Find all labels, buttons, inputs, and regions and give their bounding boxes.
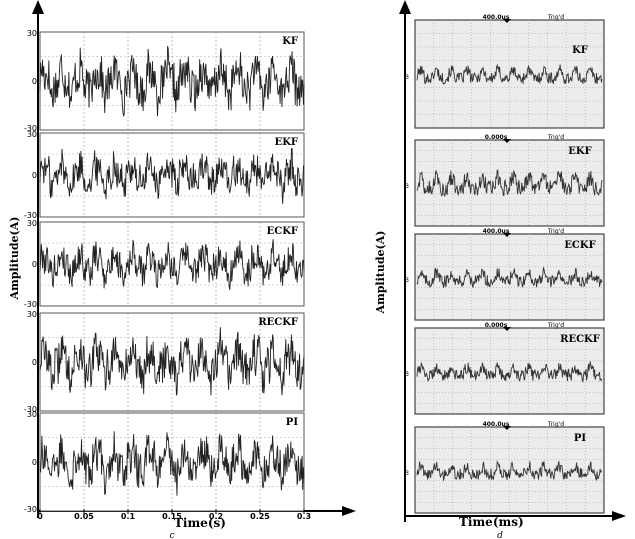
c-y-tick-label: -30	[24, 300, 37, 309]
c-y-axis-label: Amplitude(A)	[8, 217, 21, 301]
d-scope-timebase: 400.0us	[483, 421, 510, 428]
d-scope-trigger: Trig'd	[547, 14, 564, 21]
d-panel-label: d	[497, 531, 503, 539]
c-y-tick-label: 30	[27, 29, 37, 38]
d-subplot-reckf: 0.000s Trig'd RECKF 3	[405, 322, 605, 415]
d-scope-trigger: Trig'd	[547, 322, 564, 329]
d-series-line-reckf	[416, 361, 603, 383]
d-y-tick-label: 3	[405, 371, 409, 378]
c-series-label: PI	[286, 417, 299, 428]
c-series-line-reckf	[39, 327, 305, 397]
d-series-label: ECKF	[564, 240, 595, 251]
d-y-tick-label: 3	[405, 183, 409, 190]
d-subplot-kf: 400.0us Trig'd KF 3	[405, 14, 605, 129]
c-y-tick-label: 0	[32, 171, 37, 180]
d-scope-timebase: 0.000s	[485, 322, 508, 329]
c-subplot-reckf: RECKF 30 0 -30	[24, 310, 305, 414]
c-x-axis-arrow	[342, 506, 356, 516]
d-series-label: KF	[572, 45, 588, 56]
c-y-tick-label: 30	[27, 410, 37, 419]
d-subplot-pi: 400.0us Trig'd PI 3	[405, 421, 605, 514]
d-scope-timebase: 400.0us	[483, 228, 510, 235]
c-subplot-kf: KF 30 0 -30	[24, 29, 305, 133]
d-series-label: RECKF	[560, 334, 600, 345]
d-trigger-marker	[503, 327, 511, 331]
c-x-tick-label: 0.3	[297, 512, 311, 521]
d-series-line-eckf	[416, 266, 603, 289]
c-y-axis-arrow	[32, 0, 44, 14]
d-scope-trigger: Trig'd	[547, 421, 564, 428]
d-scope-timebase: 400.0us	[483, 14, 510, 21]
d-scope-trigger: Trig'd	[547, 228, 564, 235]
d-y-axis-label: Amplitude(A)	[374, 231, 387, 315]
c-x-tick-label: 0	[37, 512, 43, 521]
c-y-tick-label: -30	[24, 505, 37, 514]
c-x-tick-label: 0.15	[162, 512, 182, 521]
d-series-line-ekf	[416, 169, 603, 198]
d-trigger-marker	[503, 426, 511, 430]
c-subplot-ekf: EKF 30 0 -30	[24, 130, 305, 220]
d-subplot-ekf: 0.000s Trig'd EKF 3	[405, 134, 605, 227]
d-y-tick-label: 3	[405, 470, 409, 477]
c-y-tick-label: -30	[24, 405, 37, 414]
c-y-tick-label: 30	[27, 219, 37, 228]
c-y-tick-label: -30	[24, 124, 37, 133]
c-subplot-eckf: ECKF 30 0 -30	[24, 219, 305, 309]
c-y-tick-label: -30	[24, 211, 37, 220]
d-trigger-marker	[503, 233, 511, 237]
c-x-tick-label: 0.05	[74, 512, 94, 521]
d-series-label: EKF	[568, 146, 591, 157]
d-x-axis-label: Time(ms)	[459, 515, 524, 529]
c-series-line-eckf	[39, 239, 305, 290]
c-y-tick-label: 0	[32, 358, 37, 367]
d-scope-timebase: 0.000s	[485, 134, 508, 141]
d-series-line-pi	[416, 460, 603, 482]
d-series-line-kf	[416, 63, 603, 85]
c-x-tick-label: 0.25	[250, 512, 270, 521]
c-x-tick-label: 0.1	[121, 512, 136, 521]
d-series-label: PI	[574, 433, 587, 444]
c-x-axis-label: Time(s)	[174, 516, 226, 530]
c-y-tick-label: 0	[32, 458, 37, 467]
panel-d: 400.0us Trig'd KF 3 0.000s Trig'd EKF 3 400.0us T…	[374, 0, 626, 539]
c-series-label: RECKF	[258, 317, 298, 328]
d-y-axis-arrow	[399, 0, 411, 14]
d-trigger-marker	[503, 19, 511, 23]
d-y-tick-label: 3	[405, 74, 409, 81]
d-scope-trigger: Trig'd	[547, 134, 564, 141]
d-trigger-marker	[503, 139, 511, 143]
c-panel-label: c	[169, 531, 174, 539]
c-subplot-pi: PI 30 0 -30	[24, 410, 305, 514]
c-y-tick-label: 0	[32, 260, 37, 269]
c-series-line-kf	[39, 45, 305, 117]
c-y-tick-label: 0	[32, 77, 37, 86]
c-series-label: KF	[282, 36, 298, 47]
c-x-tick-label: 0.2	[209, 512, 223, 521]
d-x-axis-arrow	[612, 511, 626, 521]
c-y-tick-label: 30	[27, 130, 37, 139]
c-series-line-ekf	[39, 147, 305, 204]
c-series-label: ECKF	[267, 226, 298, 237]
c-series-line-pi	[39, 431, 305, 496]
d-y-tick-label: 3	[405, 277, 409, 284]
c-y-tick-label: 30	[27, 310, 37, 319]
c-series-label: EKF	[275, 137, 298, 148]
panel-c: KF300-30EKF300-30ECKF300-30RECKF300-30PI…	[8, 0, 356, 539]
